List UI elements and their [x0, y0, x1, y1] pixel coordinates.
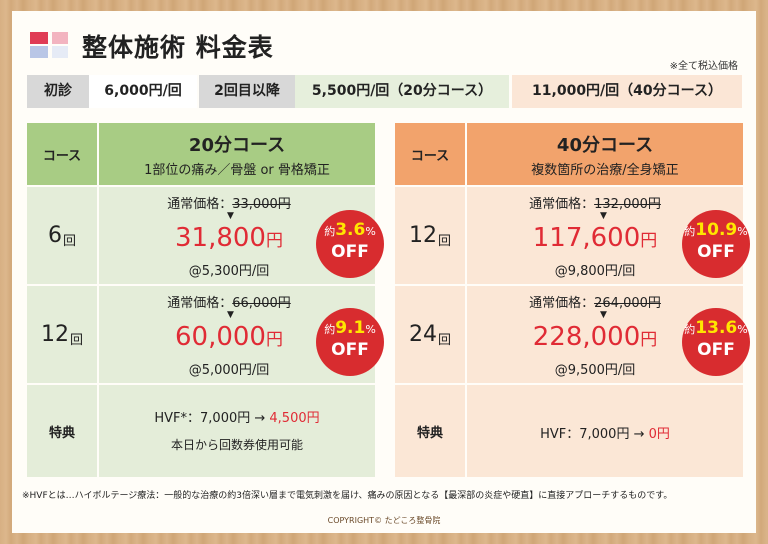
- benefit-20: HVF*：7,000円 → 4,500円 本日から回数券使用可能: [99, 385, 375, 477]
- benefit-label-40: 特典: [395, 385, 465, 477]
- page-title: 整体施術 料金表: [82, 33, 274, 62]
- discount-price: 31,800円: [175, 223, 283, 253]
- copyright: COPYRIGHT© たどころ整骨院: [327, 516, 441, 525]
- course-label-40: コース: [395, 123, 465, 185]
- course-40-subtitle: 複数箇所の治療/全身矯正: [531, 163, 679, 178]
- repeat-price-40min: 11,000円/回（40分コース）: [512, 75, 742, 108]
- benefit-40-hvf: HVF：7,000円 → 0円: [540, 427, 670, 442]
- discount-price: 228,000円: [532, 322, 658, 352]
- down-arrow-icon: ▼: [600, 310, 607, 320]
- per-visit-price: @5,300円/回: [188, 264, 270, 279]
- down-arrow-icon: ▼: [227, 310, 234, 320]
- per-visit-price: @5,000円/回: [188, 363, 270, 378]
- hvf-footnote: ※HVFとは…ハイボルテージ療法：一般的な治療の約3倍深い層まで電気刺激を届け、…: [22, 491, 673, 501]
- benefit-20-note: 本日から回数券使用可能: [170, 438, 303, 452]
- discount-badge-20-6: 約3.6% OFF: [316, 210, 384, 278]
- benefit-40: HVF：7,000円 → 0円: [467, 385, 743, 477]
- discount-badge-40-24: 約13.6% OFF: [682, 308, 750, 376]
- regular-price: 通常価格：264,000円: [529, 296, 661, 311]
- repeat-price-20min: 5,500円/回（20分コース）: [295, 75, 509, 108]
- per-visit-price: @9,500円/回: [554, 363, 636, 378]
- course-20-header: 20分コース 1部位の痛み／骨盤 or 骨格矯正: [99, 123, 375, 185]
- regular-price: 通常価格：33,000円: [167, 197, 291, 212]
- course-40-title: 40分コース: [556, 135, 654, 156]
- course-20-subtitle: 1部位の痛み／骨盤 or 骨格矯正: [144, 163, 330, 178]
- logo-squares-icon: [30, 32, 70, 58]
- discount-badge-20-12: 約9.1% OFF: [316, 308, 384, 376]
- down-arrow-icon: ▼: [227, 211, 234, 221]
- discount-badge-40-12: 約10.9% OFF: [682, 210, 750, 278]
- tax-note: ※全て税込価格: [669, 61, 738, 72]
- repeat-visit-label: 2回目以降: [199, 75, 295, 108]
- per-visit-price: @9,800円/回: [554, 264, 636, 279]
- first-visit-label: 初診: [27, 75, 89, 108]
- course-20-row2-count: 12 回: [27, 286, 97, 383]
- benefit-20-hvf: HVF*：7,000円 → 4,500円: [154, 411, 320, 426]
- down-arrow-icon: ▼: [600, 211, 607, 221]
- regular-price: 通常価格：66,000円: [167, 296, 291, 311]
- regular-price: 通常価格：132,000円: [529, 197, 661, 212]
- course-label-20: コース: [27, 123, 97, 185]
- course-20-title: 20分コース: [188, 135, 286, 156]
- course-40-row1-count: 12 回: [395, 187, 465, 284]
- discount-price: 60,000円: [175, 322, 283, 352]
- course-40-row2-count: 24 回: [395, 286, 465, 383]
- first-visit-price: 6,000円/回: [89, 75, 197, 108]
- course-40-header: 40分コース 複数箇所の治療/全身矯正: [467, 123, 743, 185]
- benefit-label-20: 特典: [27, 385, 97, 477]
- discount-price: 117,600円: [532, 223, 658, 253]
